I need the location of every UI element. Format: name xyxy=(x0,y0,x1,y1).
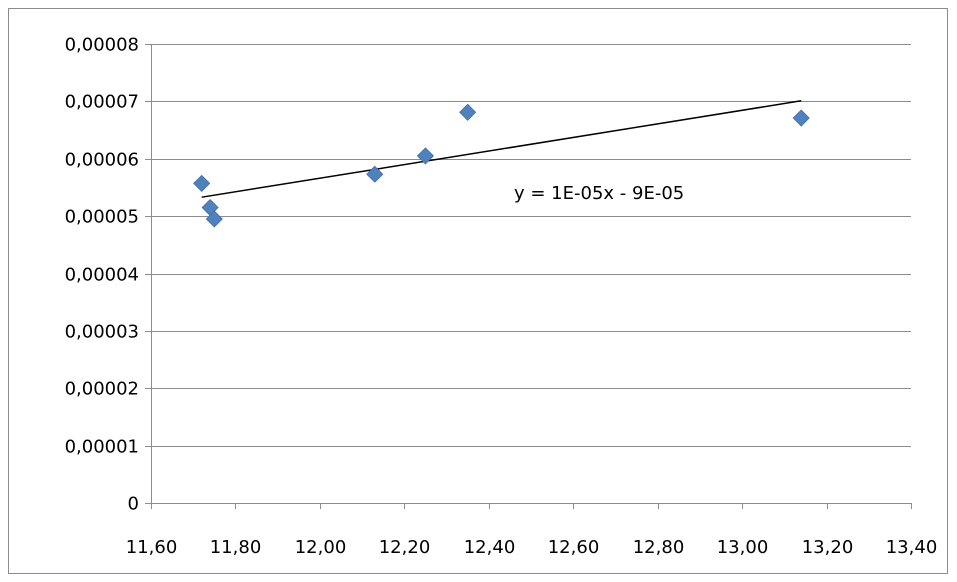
data-point xyxy=(792,109,810,127)
x-tick-label: 12,60 xyxy=(548,537,600,558)
y-tick-label: 0 xyxy=(128,494,139,515)
data-point xyxy=(416,147,435,165)
data-point xyxy=(366,165,384,183)
y-tick-label: 0,00002 xyxy=(65,379,139,400)
y-tick-label: 0,00004 xyxy=(65,265,139,286)
data-point xyxy=(459,103,477,121)
x-tick-label: 11,80 xyxy=(210,537,262,558)
x-tick-label: 11,60 xyxy=(126,537,178,558)
y-tick-label: 0,00003 xyxy=(65,322,139,343)
x-tick-label: 12,80 xyxy=(633,537,685,558)
axes xyxy=(145,44,912,509)
trendline-equation: y = 1E-05x - 9E-05 xyxy=(514,183,684,204)
y-tick-label: 0,00005 xyxy=(65,207,139,228)
y-tick-label: 0,00008 xyxy=(65,35,139,56)
scatter-chart: 0 0,00001 0,00002 0,00003 0,00004 0,00005 0,00… xyxy=(65,35,938,559)
x-tick-label: 12,40 xyxy=(464,537,516,558)
trendline xyxy=(201,100,802,198)
gridlines xyxy=(151,44,911,447)
x-tick-label: 12,20 xyxy=(379,537,431,558)
chart-area: 0 0,00001 0,00002 0,00003 0,00004 0,00005 0,00… xyxy=(8,8,948,574)
x-tick-label: 12,00 xyxy=(295,537,347,558)
data-point xyxy=(193,174,211,192)
x-tick-label: 13,00 xyxy=(717,537,769,558)
data-points xyxy=(193,103,810,228)
y-tick-label: 0,00007 xyxy=(65,92,139,113)
y-tick-label: 0,00006 xyxy=(65,150,139,171)
y-tick-label: 0,00001 xyxy=(65,437,139,458)
x-axis-tick-labels: 11,60 11,80 12,00 12,20 12,40 12,60 12,80 13,00… xyxy=(126,537,938,558)
trendline-group xyxy=(201,100,802,198)
data-point xyxy=(205,210,223,228)
x-tick-label: 13,20 xyxy=(802,537,854,558)
y-axis-tick-labels: 0 0,00001 0,00002 0,00003 0,00004 0,00005 0,00… xyxy=(65,35,139,515)
x-tick-label: 13,40 xyxy=(886,537,938,558)
